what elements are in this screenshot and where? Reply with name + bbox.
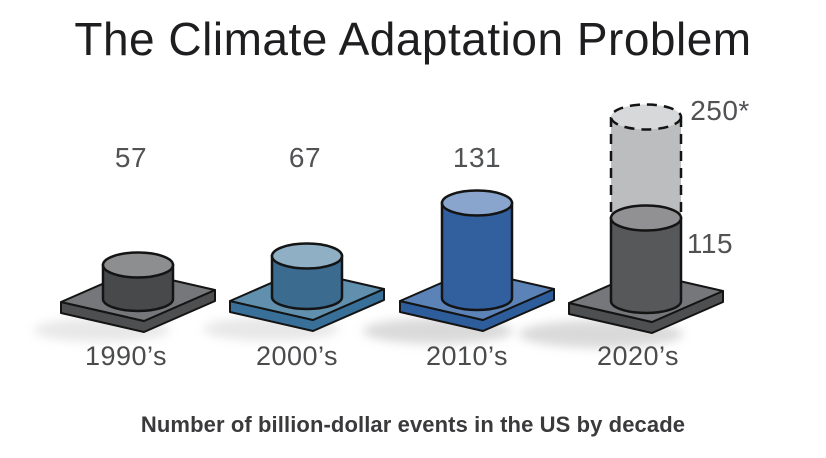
decade-label-1990s: 1990’s xyxy=(84,341,168,371)
projection-cylinder-2020s xyxy=(609,103,683,224)
cylinder-side-2000s xyxy=(270,254,344,311)
cylinder-top-2020s xyxy=(609,204,683,232)
chart-title: The Climate Adaptation Problem xyxy=(74,13,752,65)
decade-group-1990s xyxy=(34,251,216,342)
cylinder-side-2020s xyxy=(609,216,683,315)
projection-value-label-2020s: 250* xyxy=(690,95,750,126)
value-label-2010s: 131 xyxy=(452,142,502,173)
value-label-1990s: 57 xyxy=(114,142,148,173)
cylinder-2010s xyxy=(440,189,514,312)
cylinder-top-1990s xyxy=(101,251,175,279)
cylinder-1990s xyxy=(101,251,175,313)
decade-label-2020s: 2020’s xyxy=(596,341,680,371)
projection-top-2020s xyxy=(609,103,683,131)
projection-side-2020s xyxy=(611,117,681,224)
value-label-2020s: 115 xyxy=(686,228,734,259)
chart-caption: Number of billion-dollar events in the U… xyxy=(140,412,686,437)
value-label-2000s: 67 xyxy=(288,142,322,173)
cylinder-2000s xyxy=(270,242,344,311)
cylinder-top-2000s xyxy=(270,242,344,270)
decade-label-2010s: 2010’s xyxy=(425,341,509,371)
cylinder-top-2010s xyxy=(440,189,514,217)
cylinder-side-2010s xyxy=(440,201,514,312)
cylinder-2020s xyxy=(609,204,683,315)
decade-group-2020s xyxy=(519,103,724,348)
decade-group-2010s xyxy=(363,189,555,344)
decade-label-2000s: 2000’s xyxy=(255,341,339,371)
decade-group-2000s xyxy=(203,242,385,341)
